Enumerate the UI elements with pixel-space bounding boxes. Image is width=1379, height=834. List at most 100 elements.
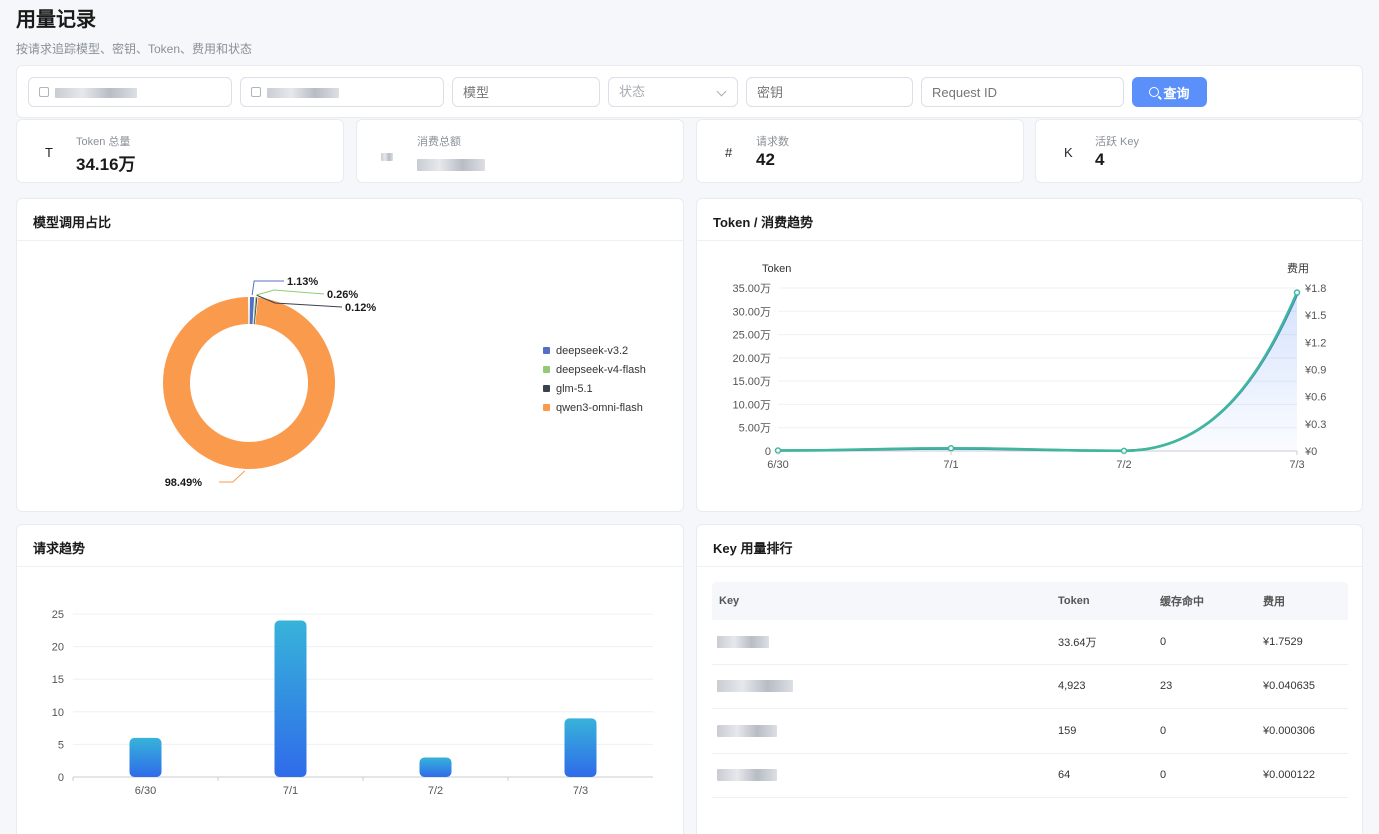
filter-bar: 状态 查询 [16,65,1363,118]
legend-label: deepseek-v4-flash [556,363,646,376]
legend-item-deepseek-v4-flash[interactable]: deepseek-v4-flash [543,360,646,379]
end-date-value [267,87,339,98]
legend-swatch [543,385,550,392]
bar-7/3[interactable] [564,718,597,777]
column-header-cache-hit: 缓存命中 [1160,596,1204,608]
legend-label: qwen3-omni-flash [556,401,643,414]
y2-tick-label: ¥0 [1304,446,1317,458]
cost-cell: ¥0.040635 [1263,680,1315,693]
status-select[interactable]: 状态 [608,77,738,107]
y-tick-label: 25 [52,609,64,621]
key-name [717,724,777,737]
key-ranking-table: Key Token 缓存命中 费用 33.64万 0 ¥1.7529 4,923… [712,582,1348,798]
token-cell: 33.64万 [1058,636,1097,649]
stat-value: 42 [756,150,775,169]
token-cost-trend-panel: Token / 消费趋势 0 5.00万 10.00万 15.00万 20.00万 25.… [696,198,1363,512]
x-tick-label: 7/3 [1289,459,1304,471]
status-select-placeholder: 状态 [619,84,646,99]
currency-icon [381,148,393,163]
legend-swatch [543,347,550,354]
x-tick-label: 7/2 [1116,459,1131,471]
model-input[interactable] [452,77,600,107]
y2-tick-label: ¥0.3 [1304,419,1326,431]
x-tick-label: 6/30 [767,459,788,471]
hash-icon: # [725,145,733,160]
legend-label: glm-5.1 [556,382,593,395]
start-date-field[interactable] [28,77,232,107]
x-tick-label: 6/30 [135,785,156,797]
table-row[interactable]: 159 0 ¥0.000306 [712,709,1348,754]
pie-percent-label: 0.26% [327,289,358,301]
column-header-key: Key [719,595,740,607]
stat-label: 活跃 Key [1095,136,1140,148]
x-tick-label: 7/1 [283,785,298,797]
token-cell: 4,923 [1058,680,1086,693]
table-row[interactable]: 33.64万 0 ¥1.7529 [712,620,1348,665]
x-tick-label: 7/2 [428,785,443,797]
bar-6/30[interactable] [129,737,162,777]
cost-point[interactable] [1293,289,1301,296]
pie-percent-label: 0.12% [345,302,376,314]
key-input[interactable] [746,77,913,107]
table-row[interactable]: 64 0 ¥0.000122 [712,754,1348,798]
pie-leader-line [219,470,246,483]
bar-7/2[interactable] [419,757,452,777]
y-tick-label: 20 [52,642,64,654]
cache-hit-cell: 0 [1160,769,1167,782]
chevron-down-icon [716,86,727,97]
legend-item-glm-5.1[interactable]: glm-5.1 [543,379,646,398]
query-button-label: 查询 [1163,85,1190,101]
key-name [717,680,793,693]
request-bar-chart: 0 5 10 15 20 25 6/30 7/1 7/2 7/3 [52,609,653,797]
legend-item-deepseek-v3.2[interactable]: deepseek-v3.2 [543,341,646,360]
page-subtitle: 按请求追踪模型、密钥、Token、费用和状态 [16,42,253,56]
stat-card-total-spend: 消费总额 [356,119,684,183]
y-tick-label: 15.00万 [732,376,771,388]
pie-leader-line [256,294,343,308]
pie-slice-glm-5.1[interactable] [254,297,258,325]
start-date-value [55,87,137,98]
panel-title: 请求趋势 [33,541,86,556]
column-header-token: Token [1058,595,1090,607]
legend-item-qwen3-omni-flash[interactable]: qwen3-omni-flash [543,398,646,417]
key-name [717,769,777,782]
column-header-cost: 费用 [1263,596,1285,608]
y-tick-label: 5 [58,739,64,751]
y2-tick-label: ¥0.9 [1304,365,1326,377]
y-tick-label: 5.00万 [739,423,771,435]
y2-axis-title: 费用 [1287,262,1309,275]
table-row[interactable]: 4,923 23 ¥0.040635 [712,665,1348,709]
y-tick-label: 15 [52,674,64,686]
token-cell: 159 [1058,724,1077,737]
chart-legend: deepseek-v3.2 deepseek-v4-flash glm-5.1 qwe… [543,341,646,417]
key-icon: K [1064,145,1073,160]
x-tick-label: 7/1 [943,459,958,471]
stat-card-token-total: T Token 总量 34.16万 [16,119,344,183]
y2-tick-label: ¥1.2 [1304,337,1326,349]
end-date-field[interactable] [240,77,444,107]
query-button[interactable]: 查询 [1132,77,1207,107]
calendar-icon [251,87,261,97]
pie-percent-label: 1.13% [287,276,318,288]
y-tick-label: 0 [765,446,771,458]
y-tick-label: 30.00万 [732,306,771,318]
token-cell: 64 [1058,769,1071,782]
cache-hit-cell: 0 [1160,724,1167,737]
cache-hit-cell: 23 [1160,680,1173,693]
pie-slice-deepseek-v3.2[interactable] [249,297,255,325]
y-tick-label: 10.00万 [732,399,771,411]
pie-slice-deepseek-v4-flash[interactable] [253,297,257,325]
cost-point[interactable] [947,445,955,452]
legend-swatch [543,404,550,411]
bar-7/1[interactable] [274,620,307,777]
stat-label: Token 总量 [76,136,131,148]
key-name [717,635,769,648]
stat-card-active-keys: K 活跃 Key 4 [1035,119,1363,183]
key-ranking-panel: Key 用量排行 Key Token 缓存命中 费用 33.64万 0 ¥1.7… [696,524,1363,834]
y2-tick-label: ¥1.5 [1304,310,1326,322]
pie-slice-qwen3-omni-flash[interactable] [163,297,336,469]
pie-percent-label: 98.49% [165,477,203,489]
page-title: 用量记录 [16,9,96,31]
request-id-input[interactable] [921,77,1124,107]
panel-title: Token / 消费趋势 [713,215,814,230]
